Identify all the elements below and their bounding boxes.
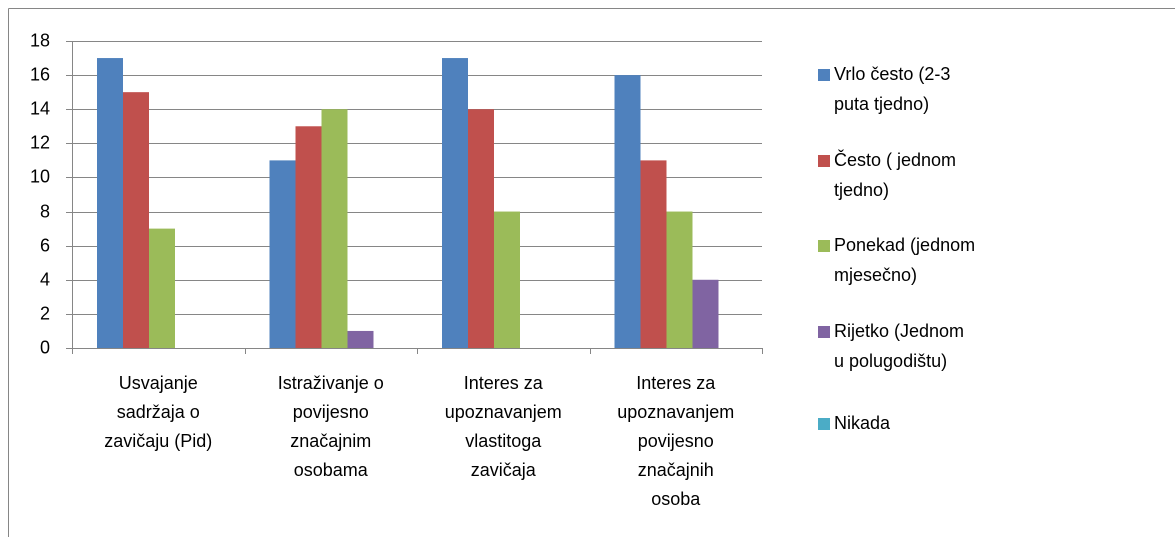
bar (97, 58, 123, 349)
bar (614, 75, 641, 348)
bar (347, 330, 374, 348)
bar (295, 126, 322, 349)
y-tick-label: 4 (40, 269, 50, 289)
y-tick-label: 12 (30, 132, 50, 152)
y-tick-label: 14 (30, 98, 50, 118)
bar (321, 109, 348, 348)
bar (640, 160, 667, 348)
bar (666, 211, 693, 348)
legend-label: Često ( jednom tjedno) (834, 149, 956, 200)
y-tick-label: 10 (30, 166, 50, 186)
bar (269, 160, 296, 348)
bar (468, 109, 494, 348)
legend-label: Rijetko (Jednom u polugodištu) (834, 321, 964, 371)
legend-swatch (818, 326, 830, 338)
y-tick-label: 18 (30, 30, 50, 50)
x-tick-label: Istraživanje o povijesno značajnim osobama (278, 373, 384, 480)
legend-swatch (818, 69, 830, 81)
x-tick-label: Usvajanje sadržaja o zavičaju (Pid) (104, 373, 212, 451)
y-tick-label: 6 (40, 235, 50, 255)
legend-swatch (818, 155, 830, 167)
y-tick-label: 8 (40, 201, 50, 221)
bar (494, 211, 520, 348)
legend-swatch (818, 418, 830, 430)
bar (442, 58, 468, 349)
bar (149, 228, 175, 348)
y-tick-label: 2 (40, 303, 50, 323)
x-tick-label: Interes za upoznavanjem povijesno značajnih… (617, 373, 734, 509)
bar (692, 279, 719, 348)
x-tick-label: Interes za upoznavanjem vlastitoga zavičaja (445, 373, 562, 480)
legend-label: Ponekad (jednom mjesečno) (834, 235, 975, 285)
legend-swatch (818, 240, 830, 252)
legend-label: Vrlo često (2-3 puta tjedno) (834, 64, 950, 114)
y-tick-label: 0 (40, 337, 50, 357)
bar (123, 92, 149, 349)
y-tick-label: 16 (30, 64, 50, 84)
legend-label: Nikada (834, 413, 891, 433)
